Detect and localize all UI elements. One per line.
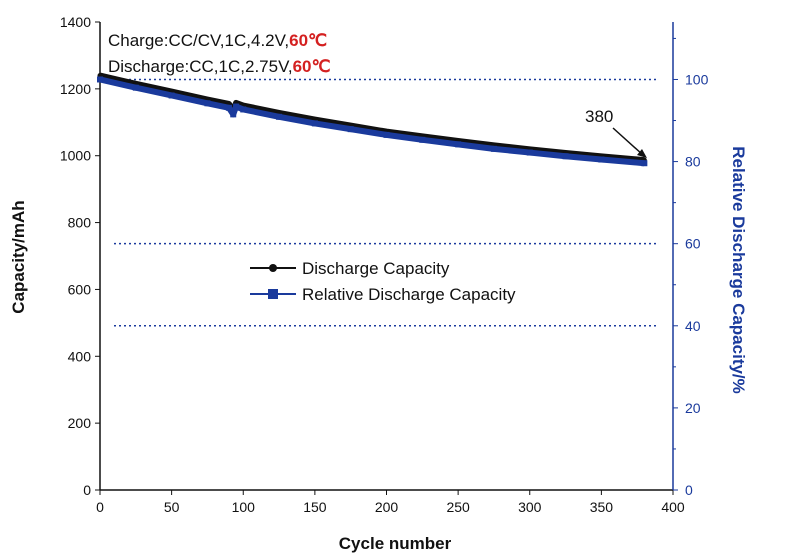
series-point-relative-discharge-capacity (455, 141, 462, 148)
series-point-relative-discharge-capacity (132, 84, 139, 91)
x-tick-label: 300 (518, 499, 542, 515)
y-right-tick-label: 100 (685, 71, 709, 87)
y-left-tick-label: 200 (68, 415, 92, 431)
y-right-tick-label: 60 (685, 236, 701, 252)
y-right-tick-label: 80 (685, 154, 701, 170)
series-point-relative-discharge-capacity (562, 153, 569, 160)
y-left-tick-label: 1400 (60, 14, 91, 30)
y-left-tick-label: 1000 (60, 148, 91, 164)
legend: Discharge Capacity Relative Discharge Ca… (250, 259, 516, 304)
legend-label-relative: Relative Discharge Capacity (302, 285, 516, 304)
x-tick-label: 100 (232, 499, 256, 515)
legend-marker-square (268, 289, 278, 299)
discharge-condition: Discharge:CC,1C,2.75V,60℃ (108, 57, 331, 76)
y-left-tick-label: 800 (68, 215, 92, 231)
series-point-relative-discharge-capacity (311, 120, 318, 127)
series-point-relative-discharge-capacity (419, 136, 426, 143)
series-point-relative-discharge-capacity (641, 160, 648, 167)
discharge-temperature: 60℃ (293, 57, 331, 76)
y-left-tick-label: 400 (68, 348, 92, 364)
series-point-relative-discharge-capacity (204, 100, 211, 107)
x-axis-title: Cycle number (339, 534, 452, 553)
series-point-relative-discharge-capacity (225, 104, 232, 111)
series-point-relative-discharge-capacity (233, 103, 240, 110)
x-tick-label: 200 (375, 499, 399, 515)
x-tick-label: 50 (164, 499, 180, 515)
x-tick-label: 250 (446, 499, 470, 515)
legend-label-discharge: Discharge Capacity (302, 259, 450, 278)
series-point-relative-discharge-capacity (97, 76, 103, 83)
legend-marker-circle (269, 264, 277, 272)
y-axis-left-title: Capacity/mAh (9, 200, 28, 313)
series-line-discharge-capacity (99, 72, 645, 164)
y-right-tick-label: 20 (685, 400, 701, 416)
y-left-tick-label: 600 (68, 281, 92, 297)
x-tick-label: 0 (96, 499, 104, 515)
series-point-relative-discharge-capacity (383, 131, 390, 138)
charge-condition: Charge:CC/CV,1C,4.2V,60℃ (108, 31, 327, 50)
series-point-relative-discharge-capacity (526, 149, 533, 156)
series-point-relative-discharge-capacity (598, 156, 605, 163)
series-point-relative-discharge-capacity (347, 126, 354, 133)
series-point-relative-discharge-capacity (276, 113, 283, 120)
series-point-relative-discharge-capacity (230, 111, 237, 118)
y-left-tick-label: 1200 (60, 81, 91, 97)
x-tick-label: 400 (661, 499, 685, 515)
series-point-relative-discharge-capacity (240, 106, 247, 113)
x-tick-label: 150 (303, 499, 327, 515)
x-tick-label: 350 (590, 499, 614, 515)
series-point-relative-discharge-capacity (168, 92, 175, 99)
y-axis-right-title: Relative Discharge Capacity/% (729, 146, 748, 394)
annotation-arrow (612, 127, 644, 156)
y-right-tick-label: 40 (685, 318, 701, 334)
y-right-tick-label: 0 (685, 482, 693, 498)
charge-temperature: 60℃ (289, 31, 327, 50)
y-left-tick-label: 0 (83, 482, 91, 498)
series-point-relative-discharge-capacity (490, 145, 497, 152)
annotation-arrowhead (637, 149, 647, 158)
annotation-label: 380 (585, 107, 613, 126)
